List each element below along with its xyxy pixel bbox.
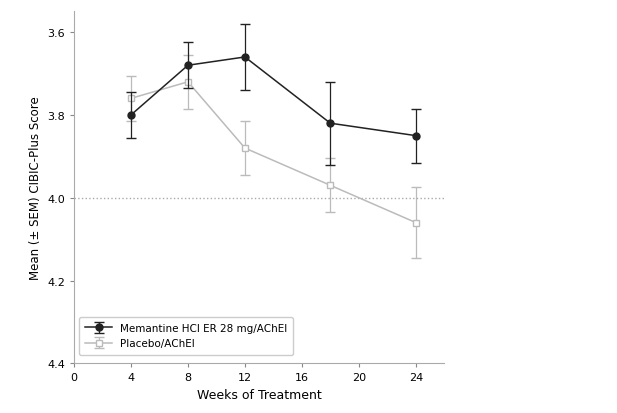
Legend: Memantine HCl ER 28 mg/AChEI, Placebo/AChEI: Memantine HCl ER 28 mg/AChEI, Placebo/AC…	[79, 317, 293, 355]
X-axis label: Weeks of Treatment: Weeks of Treatment	[197, 388, 321, 401]
Y-axis label: Mean (± SEM) CIBIC-Plus Score: Mean (± SEM) CIBIC-Plus Score	[28, 96, 41, 280]
Text: Clinical Improvement: Clinical Improvement	[0, 412, 1, 413]
Text: Clinical Decline: Clinical Decline	[0, 412, 1, 413]
